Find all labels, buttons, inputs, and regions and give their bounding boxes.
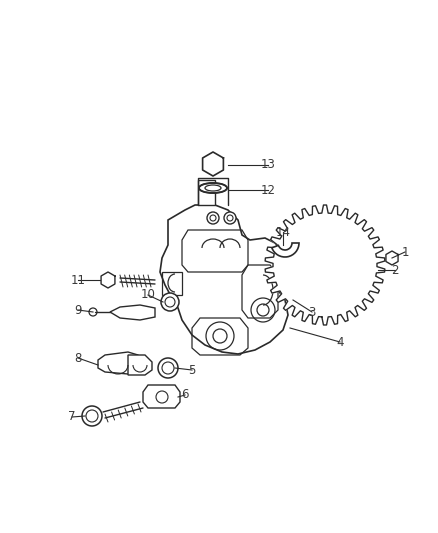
Polygon shape [143, 385, 180, 408]
Text: 8: 8 [74, 351, 82, 365]
Circle shape [224, 212, 236, 224]
Polygon shape [98, 352, 142, 374]
Text: 13: 13 [261, 158, 276, 172]
Text: 1: 1 [401, 246, 409, 259]
Polygon shape [265, 205, 385, 325]
Ellipse shape [199, 183, 227, 193]
Text: 7: 7 [68, 410, 76, 424]
Polygon shape [386, 251, 398, 265]
Text: 11: 11 [71, 273, 85, 287]
Polygon shape [110, 305, 155, 320]
Circle shape [207, 212, 219, 224]
Circle shape [82, 406, 102, 426]
Text: 2: 2 [391, 263, 399, 277]
Circle shape [161, 293, 179, 311]
Text: 12: 12 [261, 183, 276, 197]
Circle shape [297, 237, 353, 293]
Polygon shape [160, 205, 288, 354]
Ellipse shape [282, 267, 304, 303]
Wedge shape [272, 243, 299, 257]
Text: 6: 6 [181, 389, 189, 401]
Text: 10: 10 [141, 288, 155, 302]
Polygon shape [203, 152, 223, 176]
Text: 5: 5 [188, 364, 196, 376]
Circle shape [158, 358, 178, 378]
Text: 4: 4 [336, 335, 344, 349]
Polygon shape [128, 355, 152, 375]
Text: 3: 3 [308, 305, 316, 319]
Text: 9: 9 [74, 303, 82, 317]
Text: 14: 14 [276, 225, 290, 238]
Polygon shape [198, 180, 215, 205]
Polygon shape [101, 272, 115, 288]
